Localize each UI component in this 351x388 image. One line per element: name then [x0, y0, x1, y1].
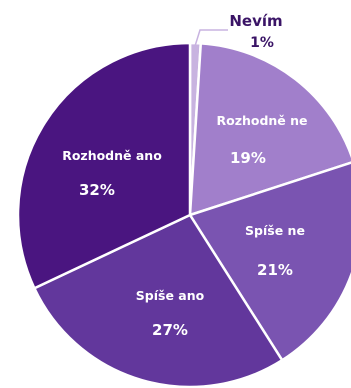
pie-slice-rozhodne-ano — [16, 41, 192, 290]
slice-label-spise-ano: Spíše ano — [136, 288, 205, 303]
slice-value-spise-ne: 21% — [257, 261, 293, 279]
slice-value-nevim: 1% — [250, 35, 274, 51]
slice-value-rozhodne-ne: 19% — [230, 149, 266, 167]
pie-slices — [16, 41, 351, 388]
pie-labels: Nevím 1% Rozhodně ne 19% Spíše ne 21% Spíše an… — [62, 12, 307, 339]
slice-label-spise-ne: Spíše ne — [245, 223, 305, 238]
pie-slice-spise-ne — [188, 161, 351, 362]
slice-label-rozhodne-ne: Rozhodně ne — [216, 113, 307, 128]
slice-value-spise-ano: 27% — [152, 321, 188, 339]
pie-slice-spise-ano — [33, 213, 284, 388]
slice-label-rozhodne-ano: Rozhodně ano — [62, 148, 162, 163]
slice-value-rozhodne-ano: 32% — [79, 181, 115, 199]
slice-label-nevim: Nevím — [229, 12, 282, 30]
leader-line-nevim — [194, 29, 228, 46]
pie-slice-rozhodne-ne — [188, 42, 351, 217]
